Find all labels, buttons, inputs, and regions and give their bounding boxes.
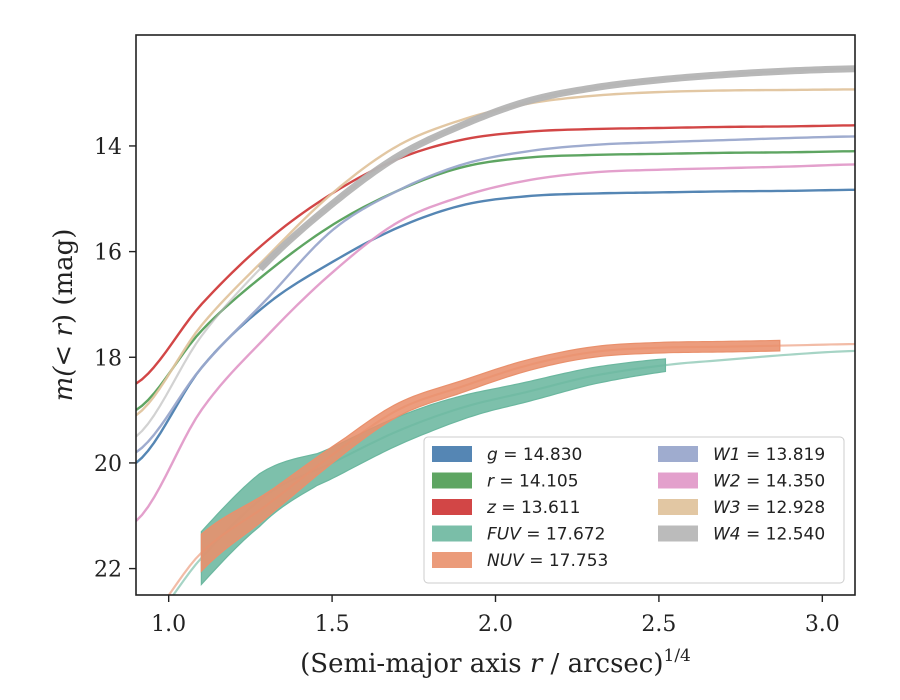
- legend-swatch-w1: [658, 446, 698, 462]
- x-tick-label: 2.0: [478, 612, 513, 637]
- legend-label-nuv: NUV = 17.753: [487, 551, 608, 571]
- series-w2-line: [136, 163, 855, 522]
- series-nuv: [167, 339, 855, 595]
- legend-value: = 14.830: [498, 445, 583, 465]
- legend-label-z: z = 13.611: [486, 498, 580, 518]
- legend-band-name: z: [486, 498, 497, 518]
- legend-swatch-w4: [658, 525, 698, 542]
- legend-label-g: g = 14.830: [487, 445, 582, 465]
- y-tick-label: 14: [94, 135, 122, 160]
- legend-value: = 14.350: [741, 472, 826, 492]
- legend-swatch-w2: [658, 472, 698, 489]
- legend-swatch-g: [432, 446, 472, 462]
- series-r: [136, 150, 855, 412]
- x-tick-label: 1.5: [315, 612, 350, 637]
- legend-swatch-nuv: [432, 552, 472, 568]
- legend-band-name: FUV: [487, 525, 522, 545]
- series-r-line: [136, 150, 855, 412]
- legend-value: = 13.611: [496, 498, 581, 518]
- series-nuv-band: [200, 339, 781, 573]
- legend-label-w3: W3 = 12.928: [713, 498, 825, 518]
- legend-value: = 17.753: [524, 551, 609, 571]
- series-w1-line: [136, 135, 855, 454]
- y-axis-label-var: < r: [49, 323, 79, 367]
- legend-value: = 17.672: [521, 525, 606, 545]
- y-axis-label: m(< r) (mag): [49, 229, 79, 402]
- x-axis-label-mid: / arcsec): [542, 649, 663, 679]
- series-g: [136, 188, 855, 464]
- legend-box: [423, 436, 845, 584]
- legend-swatch-w3: [658, 499, 698, 515]
- y-tick-label: 22: [94, 558, 122, 583]
- legend-label-w2: W2 = 14.350: [713, 472, 825, 492]
- legend-swatch-r: [432, 472, 472, 489]
- legend-band-name: W4: [713, 525, 741, 545]
- legend-label-w4: W4 = 12.540: [713, 525, 825, 545]
- x-tick-label: 3.0: [805, 612, 840, 637]
- series-g-line: [136, 188, 855, 464]
- series-w2: [136, 163, 855, 522]
- x-tick-label: 1.0: [151, 612, 186, 637]
- tick-layer: 1.0 1.5 2.0 2.5 3.0 14 16 18 20 22: [94, 135, 840, 637]
- legend-value: = 12.540: [741, 525, 826, 545]
- y-tick-label: 18: [94, 346, 122, 371]
- series-w4: [136, 65, 855, 438]
- x-axis-label: (Semi-major axis r / arcsec)1/4: [300, 646, 691, 679]
- y-axis-label-suffix: ) (mag): [49, 229, 79, 325]
- series-z-line: [136, 124, 855, 385]
- legend-band-name: g: [487, 445, 498, 465]
- y-tick-label: 16: [94, 241, 122, 266]
- legend-band-name: W1: [713, 445, 741, 465]
- x-axis-label-sup: 1/4: [664, 646, 691, 666]
- series-w1: [136, 135, 855, 454]
- series-w4-thick: [257, 65, 855, 272]
- y-tick-label: 20: [94, 452, 122, 477]
- legend-label-fuv: FUV = 17.672: [487, 525, 605, 545]
- legend-value: = 13.819: [741, 445, 826, 465]
- series-z: [136, 124, 855, 385]
- legend-swatch-z: [432, 499, 472, 515]
- legend-band-name: r: [487, 472, 495, 492]
- series-layer: [136, 65, 855, 595]
- legend-value: = 14.105: [494, 472, 579, 492]
- legend-band-name: NUV: [487, 551, 525, 571]
- legend-band-name: W2: [713, 472, 741, 492]
- x-tick-label: 2.5: [641, 612, 676, 637]
- legend-label-w1: W1 = 13.819: [713, 445, 825, 465]
- y-axis-label-prefix: m(: [49, 366, 79, 402]
- legend-swatch-fuv: [432, 525, 472, 542]
- legend-band-name: W3: [713, 498, 741, 518]
- x-axis-label-prefix: (Semi-major axis: [300, 649, 530, 679]
- x-axis-label-var: r: [530, 649, 544, 679]
- legend-label-r: r = 14.105: [487, 472, 579, 492]
- legend-value: = 12.928: [741, 498, 826, 518]
